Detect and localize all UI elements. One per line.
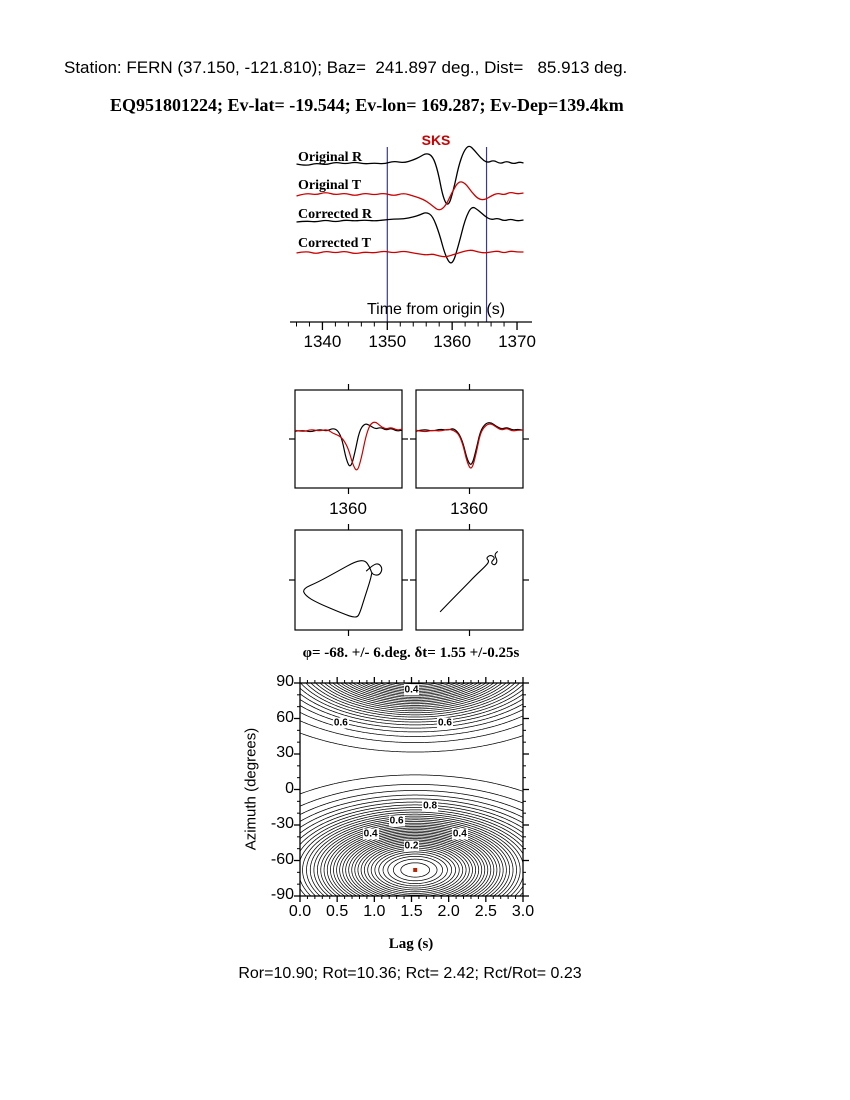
contour-title: φ= -68. +/- 6.deg. δt= 1.55 +/-0.25s — [302, 645, 520, 661]
trace-label-original-r: Original R — [298, 150, 363, 165]
particle-motion-path — [303, 560, 383, 618]
azimuth-tick-label: 0 — [285, 779, 294, 797]
contour-level-label: 0.4 — [362, 828, 379, 840]
component-x-tick-label-right: 1360 — [450, 499, 488, 518]
time-tick-label: 1370 — [498, 332, 536, 351]
contour-level-label: 0.6 — [388, 815, 405, 827]
lag-tick-label: 2.0 — [437, 903, 460, 920]
contour-level-label: 0.6 — [436, 717, 453, 729]
time-tick-label: 1360 — [433, 332, 472, 351]
component-trace-slow — [415, 423, 523, 469]
lag-tick-label: 0.5 — [326, 903, 349, 920]
contour-level-label: 0.4 — [451, 828, 468, 840]
time-axis-label: Time from origin (s) — [366, 301, 506, 318]
event-title: EQ951801224; Ev-lat= -19.544; Ev-lon= 16… — [110, 95, 624, 115]
lag-tick-label: 3.0 — [511, 903, 535, 920]
phase-label-sks: SKS — [421, 132, 451, 148]
azimuth-tick-label: 30 — [276, 744, 294, 762]
trace-original-t — [296, 181, 524, 211]
trace-label-corrected-t: Corrected T — [298, 236, 371, 251]
lag-tick-label: 0.0 — [288, 903, 312, 920]
lag-axis-label: Lag (s) — [388, 936, 434, 952]
component-panel-frame — [415, 389, 524, 489]
particle-motion-frame — [415, 529, 524, 631]
contour-level-label: 0.8 — [422, 800, 439, 812]
azimuth-tick-label: -60 — [270, 850, 294, 868]
time-tick-label: 1340 — [303, 332, 342, 351]
trace-corrected-t — [296, 249, 524, 258]
contour-level-label: 0.6 — [332, 717, 349, 729]
lag-tick-label: 2.5 — [474, 903, 497, 920]
time-tick-label: 1350 — [368, 332, 407, 351]
azimuth-axis-label: Azimuth (degrees) — [242, 727, 260, 851]
lag-tick-label: 1.5 — [400, 903, 423, 920]
component-trace-slow — [294, 421, 403, 471]
trace-label-corrected-r: Corrected R — [298, 207, 372, 222]
particle-motion-path — [439, 550, 499, 613]
trace-original-r — [296, 145, 524, 205]
lag-tick-label: 1.0 — [363, 903, 386, 920]
component-x-tick-label-left: 1360 — [329, 499, 367, 518]
trace-label-original-t: Original T — [298, 178, 362, 193]
station-title: Station: FERN (37.150, -121.810); Baz= 2… — [64, 58, 628, 77]
azimuth-tick-label: -90 — [270, 886, 294, 904]
azimuth-tick-label: 60 — [276, 708, 294, 726]
azimuth-tick-label: -30 — [270, 815, 294, 833]
summary-line: Ror=10.90; Rot=10.36; Rct= 2.42; Rct/Rot… — [238, 965, 582, 982]
contour-level-label: 0.4 — [403, 684, 420, 696]
component-panel-frame — [294, 389, 403, 489]
azimuth-tick-label: 90 — [276, 673, 294, 691]
contour-frame — [299, 682, 524, 897]
contour-level-label: 0.2 — [403, 840, 420, 852]
trace-corrected-r — [296, 206, 524, 264]
